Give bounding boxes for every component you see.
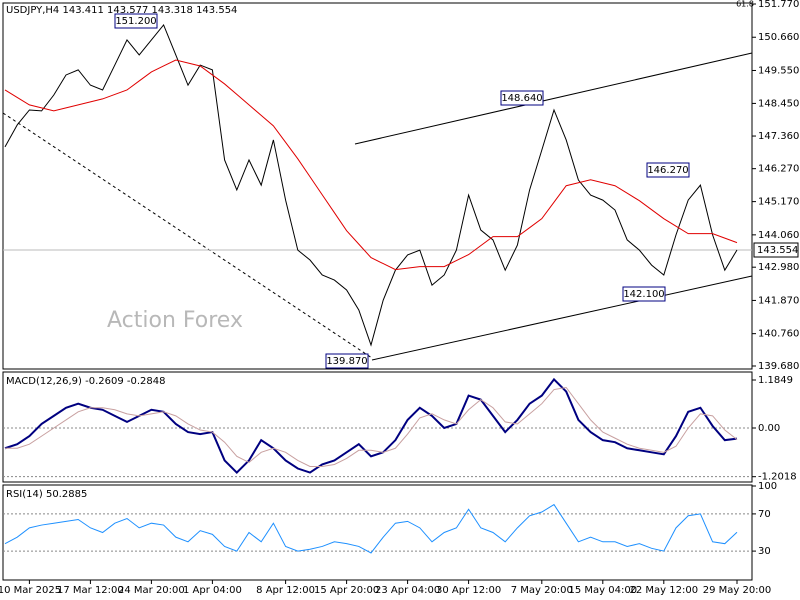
y-tick-label: 0.00 [758, 423, 780, 434]
annotation-box [325, 353, 369, 369]
rsi-pane [2, 484, 753, 581]
y-tick-label: 139.680 [758, 361, 799, 372]
price-pane [2, 2, 753, 370]
watermark: Action Forex [107, 308, 243, 333]
annotation: 146.270 [647, 165, 688, 176]
y-tick-label: -1.2018 [758, 472, 797, 483]
y-tick-label: 140.760 [758, 329, 799, 340]
y-tick-label: 151.770 [758, 0, 799, 10]
series-line [5, 386, 738, 467]
annotation-box [646, 162, 690, 178]
x-tick-label: 1 Apr 04:00 [183, 585, 242, 596]
x-tick-label: 8 Apr 12:00 [256, 585, 315, 596]
x-tick-label: 24 Mar 20:00 [118, 585, 185, 596]
annotation: 61.8 [736, 0, 754, 9]
y-tick-label: 141.870 [758, 295, 799, 306]
y-tick-label: 142.980 [758, 262, 799, 273]
annotation: 142.100 [623, 289, 664, 300]
x-tick-label: 10 Mar 2025 [0, 585, 61, 596]
x-tick-label: 7 May 20:00 [511, 585, 573, 596]
x-tick-label: 15 May 04:00 [569, 585, 638, 596]
annotation: 148.640 [501, 93, 542, 104]
series-line [4, 377, 738, 474]
trend-line [2, 112, 373, 359]
indicator-title: RSI(14) 50.2885 [6, 489, 87, 500]
annotation: 151.200 [115, 16, 156, 27]
y-tick-label: 145.170 [758, 197, 799, 208]
last-price-label: 143.554 [757, 245, 798, 256]
annotation-box [622, 286, 666, 302]
y-tick-label: 149.550 [758, 65, 799, 76]
x-tick-label: 17 Mar 12:00 [57, 585, 124, 596]
y-tick-label: 144.060 [758, 230, 799, 241]
series-line [4, 23, 738, 347]
y-tick-label: 1.1849 [758, 375, 793, 386]
x-tick-label: 22 May 12:00 [630, 585, 699, 596]
series-line [4, 503, 738, 554]
macd-pane [2, 371, 753, 483]
series-line [4, 59, 738, 271]
y-tick-label: 30 [758, 546, 771, 557]
y-tick-label: 148.450 [758, 98, 799, 109]
chart-title: USDJPY,H4 143.411 143.577 143.318 143.55… [6, 5, 237, 16]
annotation-box [500, 90, 544, 106]
channel-line [371, 275, 753, 361]
channel-line [354, 52, 753, 145]
x-tick-label: 30 Apr 12:00 [436, 585, 501, 596]
annotation: 139.870 [326, 356, 367, 367]
y-tick-label: 146.270 [758, 164, 799, 175]
annotation-box [114, 13, 158, 29]
y-tick-label: 150.660 [758, 32, 799, 43]
y-tick-label: 70 [758, 509, 771, 520]
last-price-box [753, 242, 799, 258]
y-tick-label: 147.360 [758, 131, 799, 142]
x-tick-label: 15 Apr 20:00 [314, 585, 379, 596]
x-tick-label: 29 May 20:00 [703, 585, 772, 596]
indicator-title: MACD(12,26,9) -0.2609 -0.2848 [6, 376, 166, 387]
x-tick-label: 23 Apr 04:00 [375, 585, 440, 596]
y-tick-label: 100 [758, 481, 777, 492]
